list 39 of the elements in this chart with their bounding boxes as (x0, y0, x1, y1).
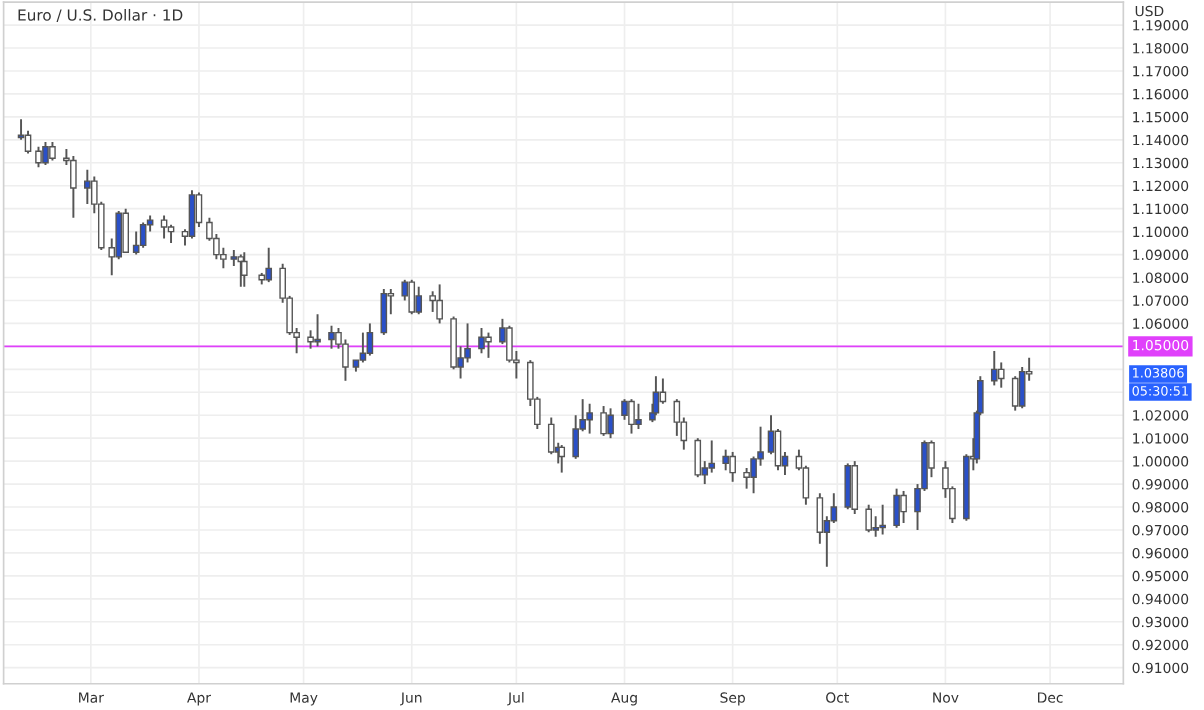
candlestick (380, 288, 388, 336)
candlestick (167, 223, 175, 245)
candlestick (408, 278, 416, 316)
candlestick (188, 189, 196, 240)
candlestick (865, 503, 873, 534)
candlestick (635, 402, 642, 430)
candlestick (607, 407, 614, 440)
candlestick (729, 450, 736, 483)
candlestick (314, 313, 321, 348)
candlestick (1011, 375, 1019, 412)
candlestick (359, 331, 367, 364)
candlestick (1018, 366, 1026, 410)
candlestick (485, 331, 492, 359)
candlestick (652, 375, 660, 417)
candlestick (879, 503, 886, 536)
candlestick (586, 402, 593, 435)
candlestick (139, 221, 147, 249)
candlestick (990, 349, 998, 387)
candlestick (900, 489, 907, 525)
candlestick (240, 251, 248, 288)
candlestick (694, 437, 702, 479)
candlestick (265, 246, 273, 284)
candlestick (997, 361, 1005, 389)
candlestick (436, 283, 443, 325)
candlestick (600, 405, 607, 437)
candlestick (160, 214, 168, 240)
candlestick (195, 191, 203, 229)
candlestick (478, 327, 485, 355)
candlestick (366, 322, 374, 357)
candlestick (844, 462, 852, 511)
candlestick (628, 398, 635, 435)
candlestick (132, 230, 140, 256)
candlestick (893, 487, 900, 529)
candlestick (328, 324, 335, 350)
candlestick (415, 285, 423, 316)
candlestick (851, 460, 859, 515)
candlestick (122, 207, 130, 254)
candlestick (722, 448, 729, 472)
candlestick (621, 398, 628, 421)
